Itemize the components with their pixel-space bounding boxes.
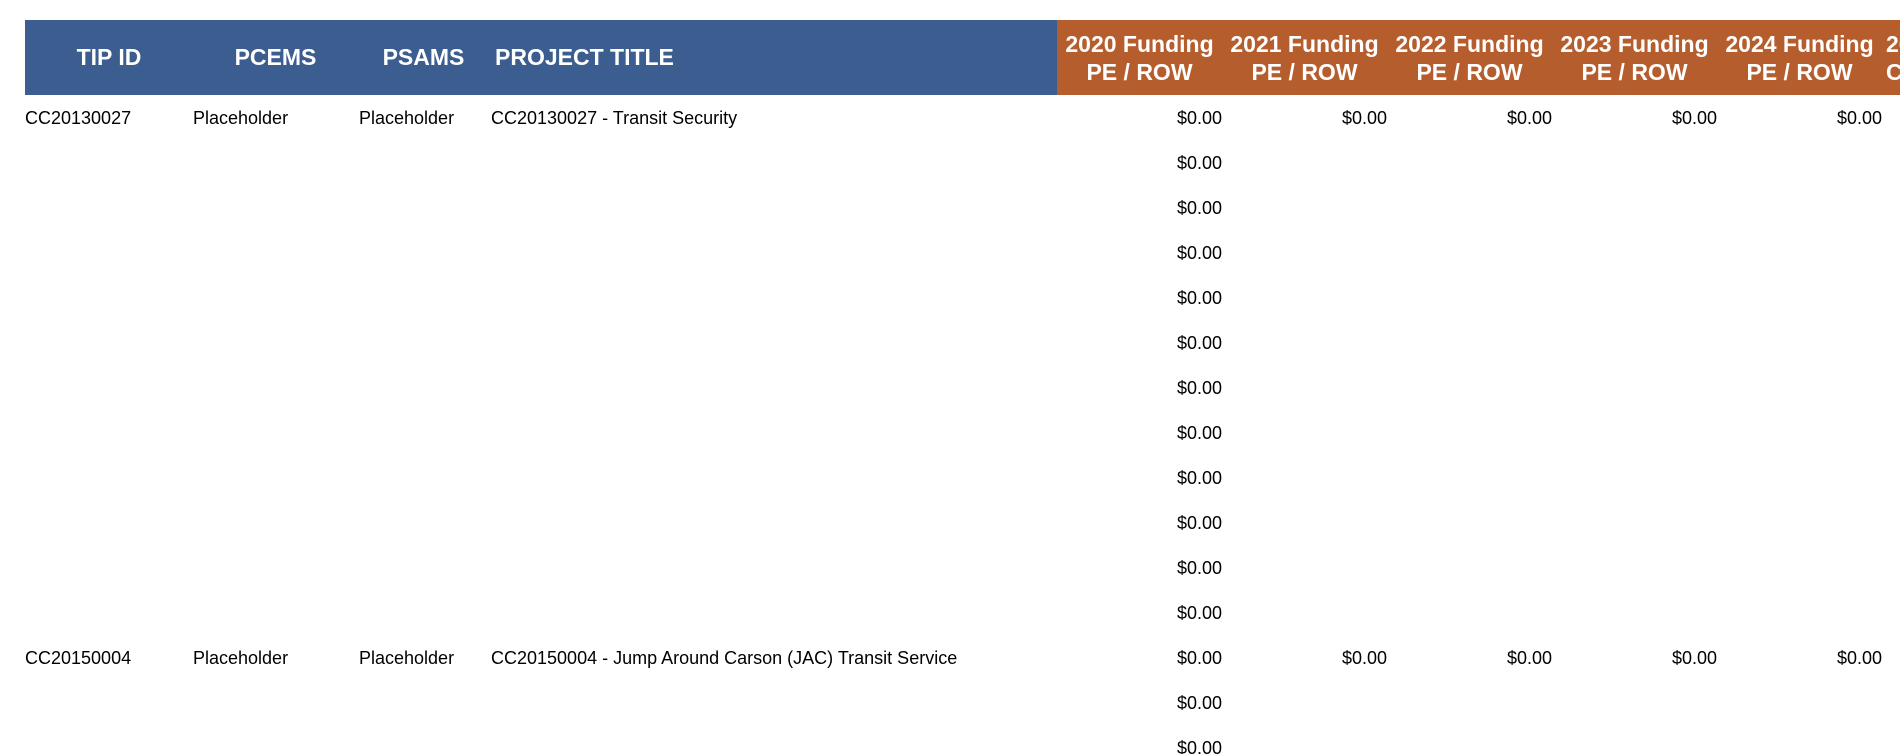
cell-2024-funding: $0.00 (1836, 108, 1882, 128)
cell-2020-funding: $0.00 (1176, 558, 1222, 578)
funding-subline: $0.00 (25, 275, 1900, 320)
cell-project-title: CC20150004 - Jump Around Carson (JAC) Tr… (491, 648, 958, 668)
cell-psams: Placeholder (359, 108, 455, 128)
funding-subline: $0.00 (25, 500, 1900, 545)
cell-tip-id: CC20130027 (25, 108, 132, 128)
cell-2020-funding: $0.00 (1176, 693, 1222, 713)
funding-subline: $0.00 (25, 680, 1900, 725)
funding-subline: $0.00 (25, 140, 1900, 185)
table-row[interactable]: CC20150004 Placeholder Placeholder CC201… (25, 635, 1900, 754)
header-2020-line2: PE / ROW (1086, 58, 1193, 85)
cell-2020-funding: $0.00 (1176, 513, 1222, 533)
cell-2024-funding: $0.00 (1836, 648, 1882, 668)
header-2022-funding[interactable]: 2022 Funding PE / ROW (1387, 20, 1552, 95)
header-2025-funding[interactable]: 202 C (1882, 20, 1900, 95)
table-row[interactable]: CC20130027 Placeholder Placeholder CC201… (25, 95, 1900, 635)
cell-2020-funding: $0.00 (1176, 198, 1222, 218)
cell-2020-funding: $0.00 (1176, 108, 1222, 128)
cell-2023-funding: $0.00 (1671, 108, 1717, 128)
funding-subline: $0.00 (25, 365, 1900, 410)
cell-project-title: CC20130027 - Transit Security (491, 108, 738, 128)
table-header: TIP ID PCEMS PSAMS PROJECT TITLE 2020 Fu… (25, 20, 1900, 95)
header-tip-id[interactable]: TIP ID (25, 20, 193, 95)
funding-subline: $0.00 (25, 230, 1900, 275)
header-2023-funding[interactable]: 2023 Funding PE / ROW (1552, 20, 1717, 95)
cell-2021-funding: $0.00 (1341, 648, 1387, 668)
cell-2020-funding: $0.00 (1176, 378, 1222, 398)
header-2021-line2: PE / ROW (1251, 58, 1358, 85)
header-2024-line1: 2024 Funding (1725, 30, 1874, 57)
cell-tip-id: CC20150004 (25, 648, 132, 668)
cell-2020-funding: $0.00 (1176, 648, 1222, 668)
cell-2023-funding: $0.00 (1671, 648, 1717, 668)
cell-2021-funding: $0.00 (1341, 108, 1387, 128)
cell-2020-funding: $0.00 (1176, 468, 1222, 488)
funding-subline: $0.00 (25, 590, 1900, 635)
header-2024-line2: PE / ROW (1746, 58, 1853, 85)
funding-subline: $0.00 (25, 455, 1900, 500)
header-pcems[interactable]: PCEMS (193, 20, 358, 95)
header-2020-funding[interactable]: 2020 Funding PE / ROW (1057, 20, 1222, 95)
table-body: CC20130027 Placeholder Placeholder CC201… (25, 95, 1900, 754)
header-psams[interactable]: PSAMS (358, 20, 489, 95)
funding-subline: $0.00 (25, 320, 1900, 365)
cell-2020-funding: $0.00 (1176, 153, 1222, 173)
header-2021-funding[interactable]: 2021 Funding PE / ROW (1222, 20, 1387, 95)
header-2022-line2: PE / ROW (1416, 58, 1523, 85)
cell-2020-funding: $0.00 (1176, 333, 1222, 353)
cell-2020-funding: $0.00 (1176, 738, 1222, 754)
header-2021-line1: 2021 Funding (1230, 30, 1379, 57)
project-main-line: CC20150004 Placeholder Placeholder CC201… (25, 635, 1900, 680)
cell-2020-funding: $0.00 (1176, 603, 1222, 623)
cell-2022-funding: $0.00 (1506, 108, 1552, 128)
header-2025-line2: C (1886, 58, 1900, 85)
cell-2020-funding: $0.00 (1176, 423, 1222, 443)
header-2025-line1: 202 (1886, 30, 1900, 57)
header-2020-line1: 2020 Funding (1065, 30, 1214, 57)
cell-2020-funding: $0.00 (1176, 288, 1222, 308)
project-main-line: CC20130027 Placeholder Placeholder CC201… (25, 95, 1900, 140)
header-2024-funding[interactable]: 2024 Funding PE / ROW (1717, 20, 1882, 95)
cell-2020-funding: $0.00 (1176, 243, 1222, 263)
cell-pcems: Placeholder (193, 648, 289, 668)
header-2023-line2: PE / ROW (1581, 58, 1688, 85)
header-2023-line1: 2023 Funding (1560, 30, 1709, 57)
cell-2022-funding: $0.00 (1506, 648, 1552, 668)
cell-pcems: Placeholder (193, 108, 289, 128)
header-project-title[interactable]: PROJECT TITLE (489, 20, 1057, 95)
funding-subline: $0.00 (25, 185, 1900, 230)
cell-psams: Placeholder (359, 648, 455, 668)
funding-subline: $0.00 (25, 545, 1900, 590)
header-2022-line1: 2022 Funding (1395, 30, 1544, 57)
funding-subline: $0.00 (25, 725, 1900, 754)
funding-subline: $0.00 (25, 410, 1900, 455)
